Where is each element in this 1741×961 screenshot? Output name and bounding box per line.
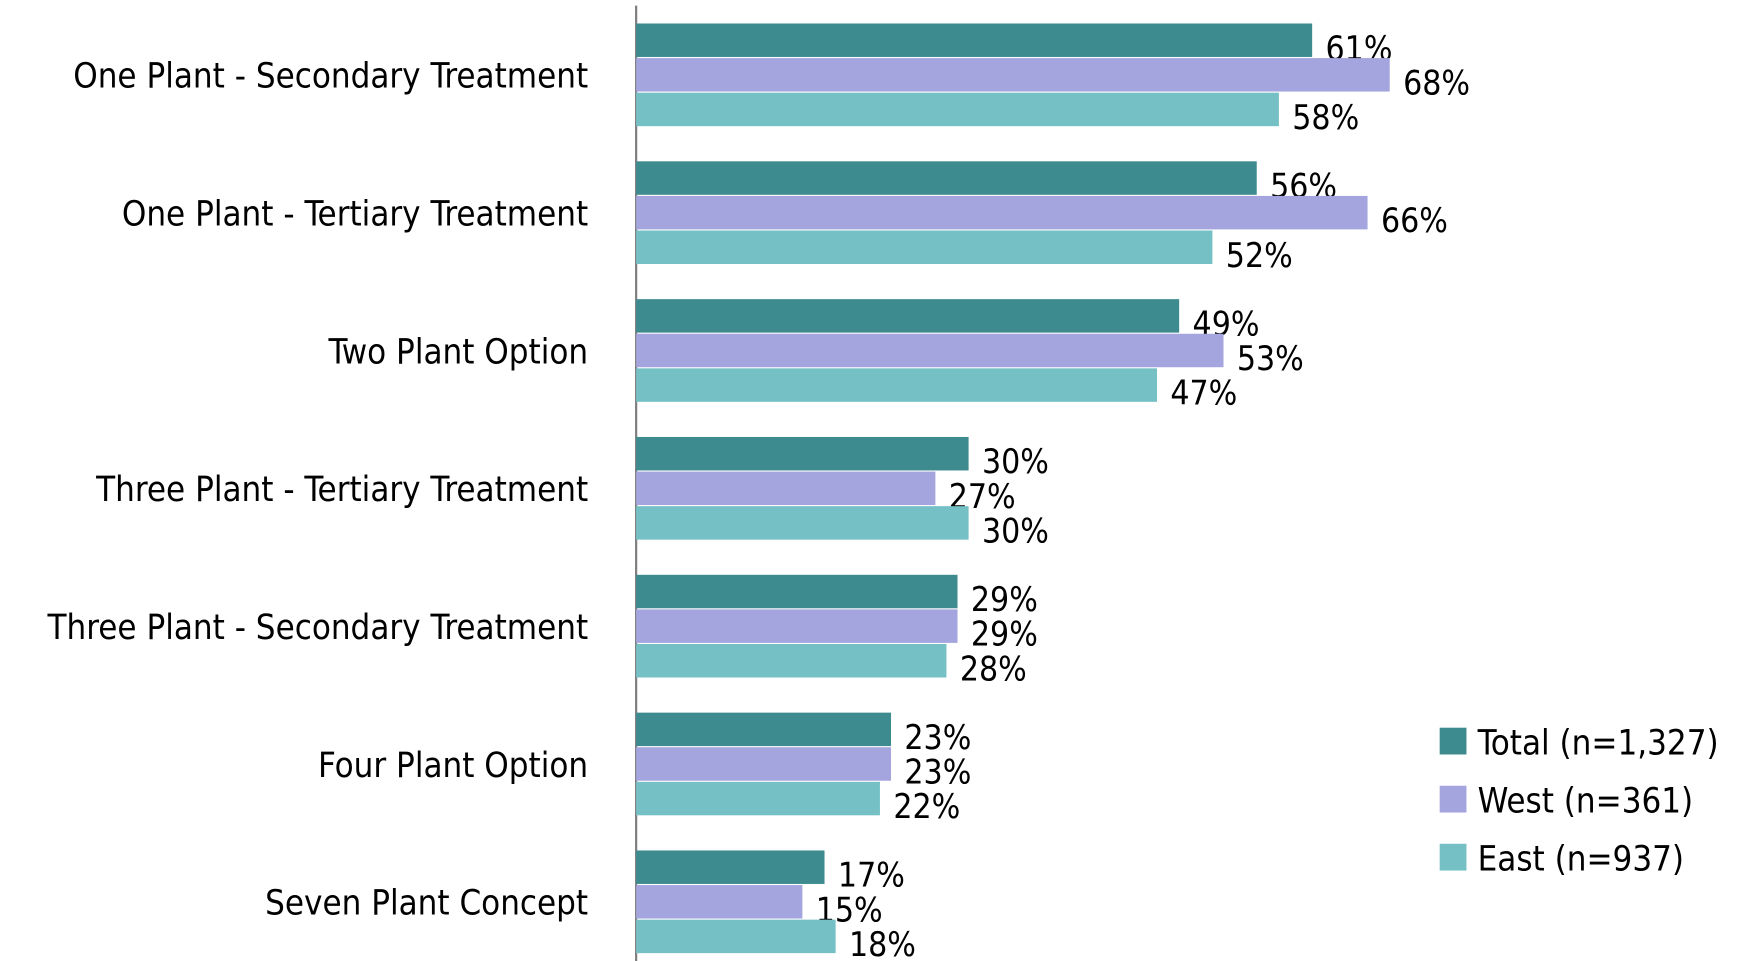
value-label: 30% bbox=[982, 511, 1049, 550]
bar bbox=[636, 781, 880, 816]
value-label: 17% bbox=[838, 856, 905, 895]
value-label: 28% bbox=[960, 649, 1027, 688]
bar bbox=[636, 609, 958, 643]
value-label: 18% bbox=[849, 925, 916, 961]
bar bbox=[636, 885, 803, 919]
value-label: 58% bbox=[1292, 98, 1359, 137]
legend-swatch bbox=[1439, 843, 1467, 871]
bar bbox=[636, 747, 892, 781]
value-label: 23% bbox=[904, 718, 971, 757]
category-label: Three Plant - Secondary Treatment bbox=[47, 608, 589, 648]
bar bbox=[636, 506, 969, 540]
legend-label: Total (n=1,327) bbox=[1477, 723, 1719, 763]
bar bbox=[636, 368, 1157, 402]
category-label: Three Plant - Tertiary Treatment bbox=[95, 470, 588, 510]
bar bbox=[636, 643, 947, 678]
bar bbox=[636, 92, 1279, 127]
legend-label: East (n=937) bbox=[1478, 840, 1684, 880]
value-label: 29% bbox=[971, 615, 1038, 654]
value-label: 47% bbox=[1170, 374, 1237, 413]
value-label: 66% bbox=[1381, 201, 1448, 240]
value-label: 22% bbox=[893, 787, 960, 826]
value-label: 52% bbox=[1226, 236, 1293, 275]
value-label: 53% bbox=[1237, 339, 1304, 378]
bar bbox=[636, 299, 1180, 333]
bar bbox=[636, 850, 825, 884]
bar bbox=[636, 333, 1224, 368]
legend-swatch bbox=[1439, 727, 1467, 755]
bar bbox=[636, 23, 1313, 57]
bar bbox=[636, 230, 1213, 264]
bar bbox=[636, 58, 1390, 92]
bar bbox=[636, 436, 969, 471]
bar bbox=[636, 574, 958, 609]
value-label: 30% bbox=[982, 442, 1049, 481]
category-label: One Plant - Secondary Treatment bbox=[73, 57, 588, 97]
category-label: One Plant - Tertiary Treatment bbox=[122, 194, 588, 234]
bar bbox=[636, 919, 836, 954]
bar bbox=[636, 161, 1257, 195]
bar bbox=[636, 471, 936, 506]
legend-label: West (n=361) bbox=[1478, 782, 1694, 822]
value-label: 29% bbox=[971, 580, 1038, 619]
category-label: Four Plant Option bbox=[318, 746, 588, 786]
value-label: 68% bbox=[1403, 63, 1470, 102]
value-label: 23% bbox=[904, 753, 971, 792]
legend-swatch bbox=[1439, 785, 1467, 813]
bar bbox=[636, 195, 1368, 230]
category-label: Two Plant Option bbox=[327, 332, 588, 372]
category-label: Seven Plant Concept bbox=[265, 884, 588, 924]
bar bbox=[636, 712, 892, 747]
